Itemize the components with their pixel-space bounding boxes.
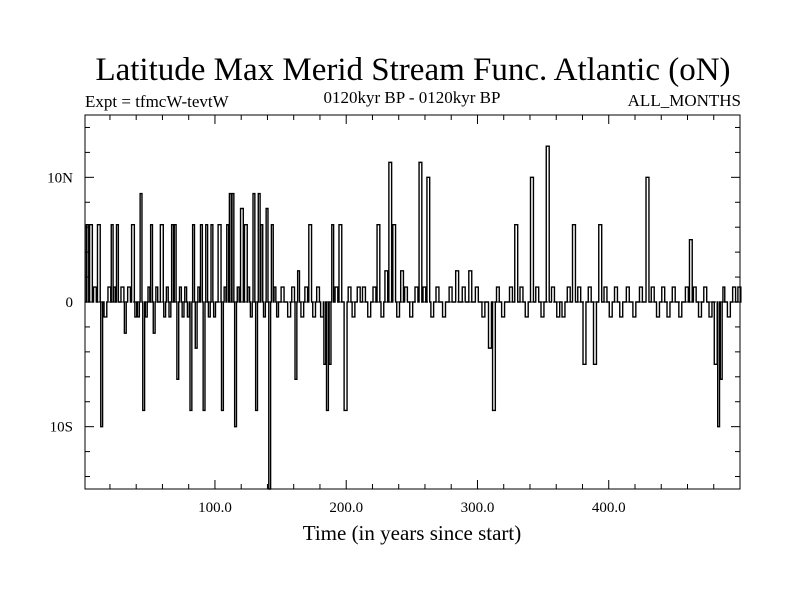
y-tick-label: 10N bbox=[47, 170, 73, 186]
series-line bbox=[85, 145, 742, 490]
x-tick-label: 400.0 bbox=[592, 500, 626, 516]
y-tick-label: 0 bbox=[66, 295, 74, 311]
experiment-label: Expt = tfmcW-tevtW bbox=[85, 92, 230, 111]
plot-frame bbox=[84, 114, 741, 490]
period-label: 0120kyr BP - 0120kyr BP bbox=[324, 88, 501, 107]
x-tick-label: 200.0 bbox=[329, 500, 363, 516]
ticks-layer: 100.0 200.0 300.0 400.0 10N 0 10S bbox=[47, 115, 740, 516]
y-tick-label: 10S bbox=[50, 420, 73, 436]
chart-title: Latitude Max Merid Stream Func. Atlantic… bbox=[95, 52, 730, 88]
months-label: ALL_MONTHS bbox=[628, 91, 741, 110]
x-tick-label: 300.0 bbox=[461, 500, 495, 516]
x-axis-label: Time (in years since start) bbox=[303, 521, 522, 545]
x-tick-label: 100.0 bbox=[198, 500, 232, 516]
